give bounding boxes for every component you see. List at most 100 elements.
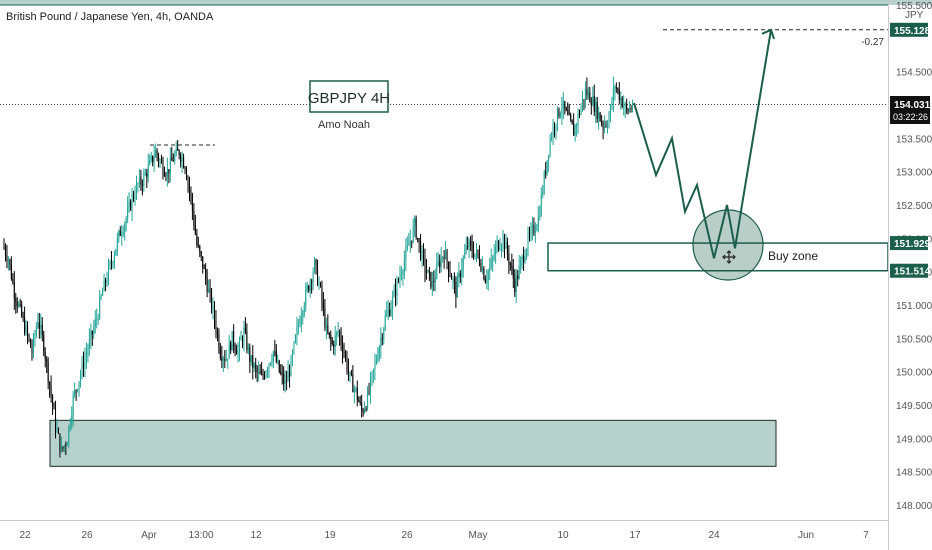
candle-body <box>258 371 260 373</box>
candle-body <box>503 235 505 249</box>
candle-body <box>49 382 51 386</box>
candle-body <box>227 358 229 360</box>
candle-body <box>533 225 535 233</box>
candle-body <box>264 375 266 377</box>
candle-body <box>509 262 511 266</box>
candle-body <box>617 88 619 90</box>
candle-body <box>514 278 516 293</box>
candle-body <box>141 184 143 186</box>
candle-body <box>505 241 507 249</box>
candle-body <box>3 245 5 249</box>
candle-body <box>306 286 308 290</box>
candle-body <box>274 351 276 353</box>
candle-body <box>453 279 455 283</box>
candle-body <box>448 262 450 273</box>
candle-body <box>609 105 611 119</box>
target-price-tag: 155.128 <box>894 26 931 37</box>
candle-body <box>208 288 210 293</box>
candle-body <box>46 359 48 362</box>
candle-body <box>490 260 492 268</box>
candle-body <box>528 234 531 236</box>
candle-body <box>552 126 554 138</box>
candle-body <box>353 388 355 393</box>
candle-body <box>356 387 358 400</box>
candle-body <box>378 347 380 358</box>
candle-body <box>481 267 483 271</box>
candle-body <box>88 339 90 350</box>
candle-body <box>230 342 232 351</box>
candle-body <box>487 271 489 280</box>
candle-body <box>277 360 279 362</box>
candle-body <box>228 342 230 359</box>
candle-body <box>386 312 388 317</box>
support-zone <box>49 419 777 467</box>
projection-arrowhead <box>761 28 775 40</box>
candle-body <box>47 361 49 383</box>
candle-body <box>75 390 77 392</box>
candle-body <box>146 173 148 177</box>
candle-body <box>43 334 45 352</box>
candle-body <box>446 250 448 263</box>
candle-body <box>246 331 248 350</box>
countdown-tag: 03:22:26 <box>893 112 928 122</box>
candle-body <box>312 272 314 283</box>
candle-body <box>558 108 560 117</box>
candle-body <box>41 324 43 335</box>
x-tick-label: 12 <box>250 530 262 541</box>
candle-body <box>94 319 96 328</box>
candle-body <box>562 101 564 109</box>
candle-body <box>584 88 586 101</box>
candle-body <box>106 280 108 284</box>
candle-body <box>121 233 123 236</box>
candle-body <box>467 245 469 247</box>
candle-body <box>233 331 235 346</box>
candle-body <box>236 350 238 355</box>
candle-body <box>553 126 556 130</box>
candle-body <box>343 352 345 354</box>
candle-body <box>414 218 416 227</box>
candle-body <box>112 262 114 264</box>
candle-body <box>293 342 295 353</box>
candle-body <box>581 99 583 107</box>
candle-body <box>63 445 65 449</box>
candle-body <box>325 325 327 328</box>
candle-body <box>523 256 525 263</box>
candle-body <box>275 351 277 362</box>
candle-body <box>68 426 70 444</box>
candle-body <box>91 331 93 335</box>
candle-body <box>412 226 414 242</box>
candle-body <box>159 160 161 162</box>
y-tick-label: 150.500 <box>896 334 932 345</box>
zone-top-price-tag: 151.929 <box>894 239 931 250</box>
candle-body <box>308 286 310 291</box>
candle-body <box>590 102 592 106</box>
candle-body <box>57 429 59 434</box>
zone-top-tag-bg <box>890 236 928 251</box>
candle-body <box>118 230 120 239</box>
candle-body <box>109 261 111 266</box>
candle-body <box>44 351 46 360</box>
candle-body <box>143 174 145 186</box>
title-box[interactable] <box>309 80 389 113</box>
candle-body <box>470 240 472 245</box>
candle-body <box>244 327 246 332</box>
candle-body <box>449 272 451 276</box>
x-tick-label: 7 <box>863 530 869 541</box>
candle-body <box>107 265 110 281</box>
candle-body <box>586 88 588 96</box>
candle-body <box>66 443 68 446</box>
candle-body <box>521 256 523 261</box>
candle-body <box>530 228 532 235</box>
candle-body <box>147 164 149 177</box>
candle-body <box>443 256 445 259</box>
candle-body <box>384 316 386 329</box>
candle-body <box>352 374 354 393</box>
y-tick-label: 154.500 <box>896 68 932 79</box>
candle-body <box>166 169 168 177</box>
candle-body <box>483 267 485 280</box>
candle-body <box>367 391 369 409</box>
candle-body <box>97 318 99 320</box>
candle-body <box>188 182 190 191</box>
candle-body <box>405 248 407 261</box>
